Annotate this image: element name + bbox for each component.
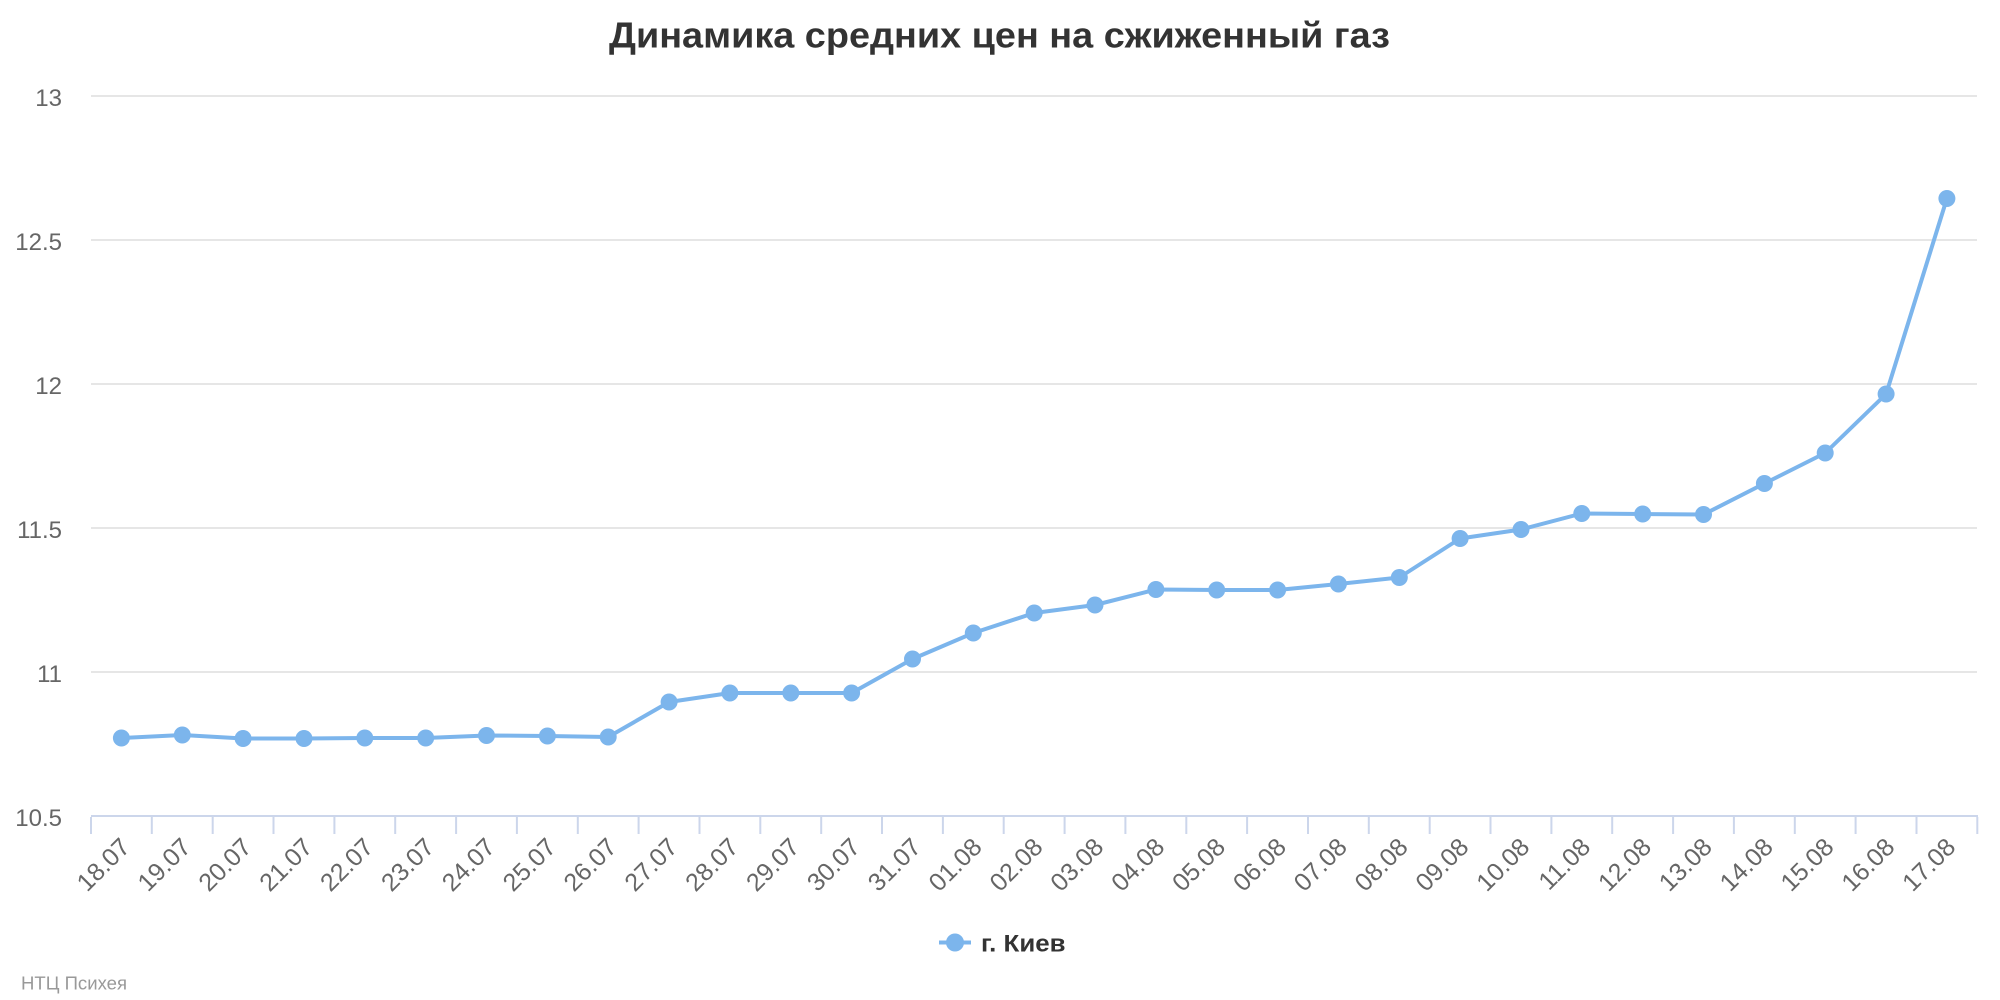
svg-text:12: 12 xyxy=(35,373,62,400)
svg-text:13: 13 xyxy=(35,85,62,112)
svg-text:11.5: 11.5 xyxy=(17,517,62,544)
svg-text:11: 11 xyxy=(37,661,62,688)
svg-text:12.5: 12.5 xyxy=(15,229,62,256)
svg-text:НТЦ Психея: НТЦ Психея xyxy=(21,974,127,994)
svg-text:10.5: 10.5 xyxy=(15,805,62,832)
svg-text:Динамика средних цен на сжижен: Динамика средних цен на сжиженный газ xyxy=(609,15,1390,56)
svg-text:г. Киев: г. Киев xyxy=(981,931,1066,958)
